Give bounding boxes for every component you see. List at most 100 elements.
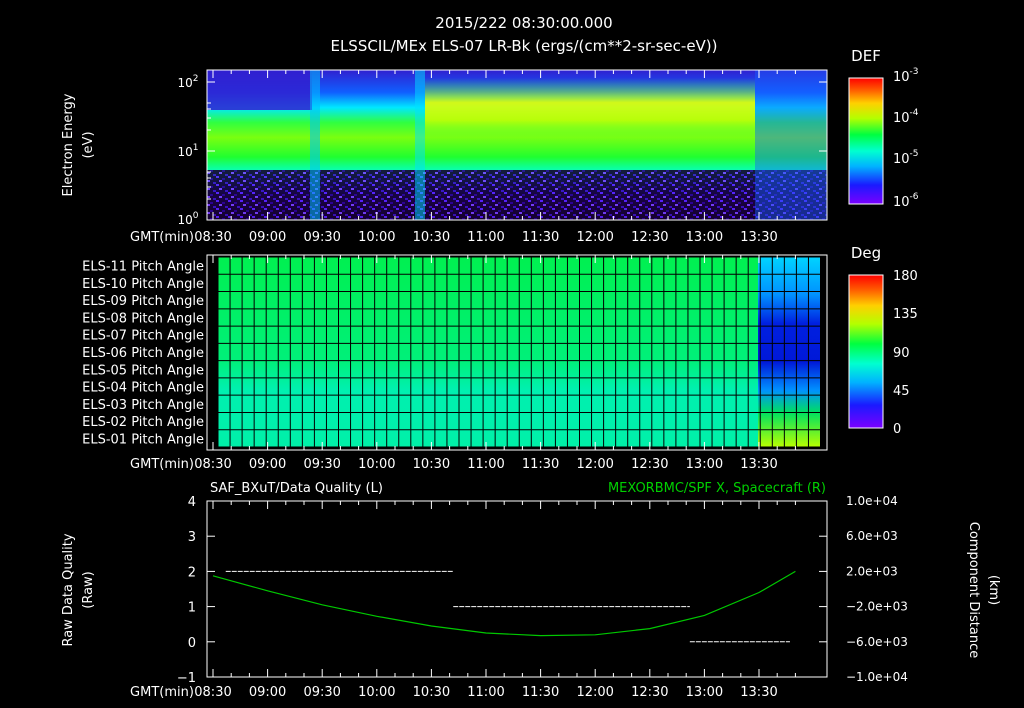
pitch-row-label: ELS-02 Pitch Angle xyxy=(82,415,204,430)
spectrogram-y-tick-labels: 100 101 102 xyxy=(177,74,198,227)
quality-left-y-label: Raw Data Quality (Raw) xyxy=(61,533,96,646)
svg-text:90: 90 xyxy=(893,346,910,361)
quality-y-ticks: 4 3 2 1 0 −1 1.0e+04 6.0e+03 2.0e+03 −2.0e+03 −6.0… xyxy=(177,494,908,686)
time-tick-label: 10:30 xyxy=(413,685,450,700)
svg-text:180: 180 xyxy=(893,269,918,284)
time-tick-label: 08:30 xyxy=(194,457,231,472)
quality-panel: SAF_BXuT/Data Quality (L) MEXORBMC/SPF X… xyxy=(61,481,1001,686)
header-datetime: 2015/222 08:30:00.000 xyxy=(435,14,612,32)
pitch-angle-x-ticks xyxy=(212,255,796,450)
pitch-row-label: ELS-08 Pitch Angle xyxy=(82,311,204,326)
quality-right-y-label: Component Distance (km) xyxy=(966,522,1001,658)
svg-text:Electron Energy: Electron Energy xyxy=(61,93,76,196)
time-tick-label: 09:30 xyxy=(303,685,340,700)
quality-right-tick: 6.0e+03 xyxy=(846,529,898,543)
time-tick-label: 11:30 xyxy=(522,685,559,700)
time-tick-label: 11:30 xyxy=(522,457,559,472)
svg-text:(Raw): (Raw) xyxy=(81,571,96,609)
time-tick-label: 08:30 xyxy=(194,685,231,700)
time-tick-label: 11:00 xyxy=(467,230,504,245)
spectrogram-feature-1030 xyxy=(415,70,425,220)
svg-text:(km): (km) xyxy=(986,575,1001,605)
time-tick-label: 09:00 xyxy=(249,230,286,245)
spectrogram-panel: 100 101 102 Electron Energy (eV) DEF 10-… xyxy=(61,47,919,227)
time-tick-label: 13:30 xyxy=(740,457,777,472)
time-axis-row-2: GMT(min) 08:30 09:00 09:30 10:00 10:30 11:00 11… xyxy=(130,457,778,472)
energy-tick-1e0: 100 xyxy=(177,211,198,227)
quality-right-tick: −1.0e+04 xyxy=(846,670,908,684)
time-tick-label: 13:00 xyxy=(686,685,723,700)
def-colorbar-title: DEF xyxy=(851,47,881,65)
spectrogram-feature-0930 xyxy=(310,70,320,220)
energy-tick-1e1: 101 xyxy=(177,143,198,159)
spectrogram-y-label: Electron Energy (eV) xyxy=(61,93,96,196)
time-axis-row-3: GMT(min) 08:30 09:00 09:30 10:00 10:30 11:00 11… xyxy=(130,685,778,700)
spacecraft-x-line xyxy=(212,570,796,637)
svg-text:(eV): (eV) xyxy=(81,131,96,158)
pitch-angle-panel: ELS-11 Pitch Angle ELS-10 Pitch Angle ELS-… xyxy=(82,244,918,451)
pitch-row-label: ELS-11 Pitch Angle xyxy=(82,260,204,275)
quality-right-tick: 2.0e+03 xyxy=(846,564,898,578)
pitch-row-label: ELS-07 Pitch Angle xyxy=(82,329,204,344)
time-tick-label: 13:00 xyxy=(686,230,723,245)
svg-text:10-5: 10-5 xyxy=(893,149,919,167)
time-tick-label: 10:00 xyxy=(358,230,395,245)
quality-left-tick: 1 xyxy=(188,601,196,616)
pitch-angle-frame xyxy=(206,254,828,451)
time-tick-label: 09:30 xyxy=(303,230,340,245)
svg-text:Component Distance: Component Distance xyxy=(966,522,981,658)
quality-segments xyxy=(225,570,790,643)
quality-left-tick: 4 xyxy=(188,495,196,510)
deg-colorbar-title: Deg xyxy=(851,244,881,262)
time-tick-label: 11:30 xyxy=(522,230,559,245)
quality-right-tick: 1.0e+04 xyxy=(846,494,898,508)
gmt-axis-label: GMT(min) xyxy=(130,685,194,700)
quality-left-title: SAF_BXuT/Data Quality (L) xyxy=(210,481,383,496)
pitch-row-label: ELS-05 Pitch Angle xyxy=(82,363,204,378)
time-tick-label: 13:30 xyxy=(740,685,777,700)
spectrogram-hot-band xyxy=(425,78,755,148)
pitch-row-label: ELS-04 Pitch Angle xyxy=(82,381,204,396)
energy-tick-1e2: 102 xyxy=(177,74,198,90)
time-tick-label: 09:00 xyxy=(249,457,286,472)
svg-text:10-4: 10-4 xyxy=(893,108,919,126)
time-tick-label: 09:00 xyxy=(249,685,286,700)
time-tick-label: 08:30 xyxy=(194,230,231,245)
pitch-row-label: ELS-03 Pitch Angle xyxy=(82,398,204,413)
time-axis-row-1: GMT(min) 08:30 09:00 09:30 10:00 10:30 11:00 11… xyxy=(130,230,778,245)
svg-text:10-3: 10-3 xyxy=(893,67,919,85)
time-tick-label: 12:00 xyxy=(576,230,613,245)
gmt-axis-label: GMT(min) xyxy=(130,457,194,472)
spectrogram-early-cool-region xyxy=(207,70,312,110)
time-tick-label: 10:30 xyxy=(413,457,450,472)
header-subtitle: ELSSCIL/MEx ELS-07 LR-Bk (ergs/(cm**2-sr… xyxy=(330,37,717,55)
spectrogram-x-ticks xyxy=(212,70,796,220)
time-tick-label: 11:00 xyxy=(467,685,504,700)
svg-text:135: 135 xyxy=(893,307,918,322)
quality-x-ticks xyxy=(212,501,796,677)
pitch-row-label: ELS-01 Pitch Angle xyxy=(82,432,204,447)
time-tick-label: 12:30 xyxy=(631,230,668,245)
pitch-row-label: ELS-06 Pitch Angle xyxy=(82,346,204,361)
quality-left-tick: 3 xyxy=(188,530,196,545)
time-tick-label: 10:00 xyxy=(358,457,395,472)
time-tick-label: 12:30 xyxy=(631,685,668,700)
time-tick-label: 12:00 xyxy=(576,685,613,700)
time-tick-label: 12:30 xyxy=(631,457,668,472)
time-tick-label: 09:30 xyxy=(303,457,340,472)
time-tick-label: 10:00 xyxy=(358,685,395,700)
spectrogram-low-energy-noise xyxy=(207,170,827,220)
time-tick-label: 12:00 xyxy=(576,457,613,472)
gmt-axis-label: GMT(min) xyxy=(130,230,194,245)
time-tick-label: 13:30 xyxy=(740,230,777,245)
pitch-row-label: ELS-10 Pitch Angle xyxy=(82,277,204,292)
spectrogram-frame xyxy=(206,69,828,221)
pitch-angle-row-labels: ELS-11 Pitch Angle ELS-10 Pitch Angle ELS-… xyxy=(82,260,204,448)
quality-left-tick: −1 xyxy=(177,671,196,686)
quality-left-tick: 0 xyxy=(188,636,196,651)
spectrogram-y-tick-marks xyxy=(207,81,827,221)
pitch-angle-main-region xyxy=(218,257,758,447)
svg-text:Raw Data Quality: Raw Data Quality xyxy=(61,533,76,646)
svg-text:45: 45 xyxy=(893,384,910,399)
